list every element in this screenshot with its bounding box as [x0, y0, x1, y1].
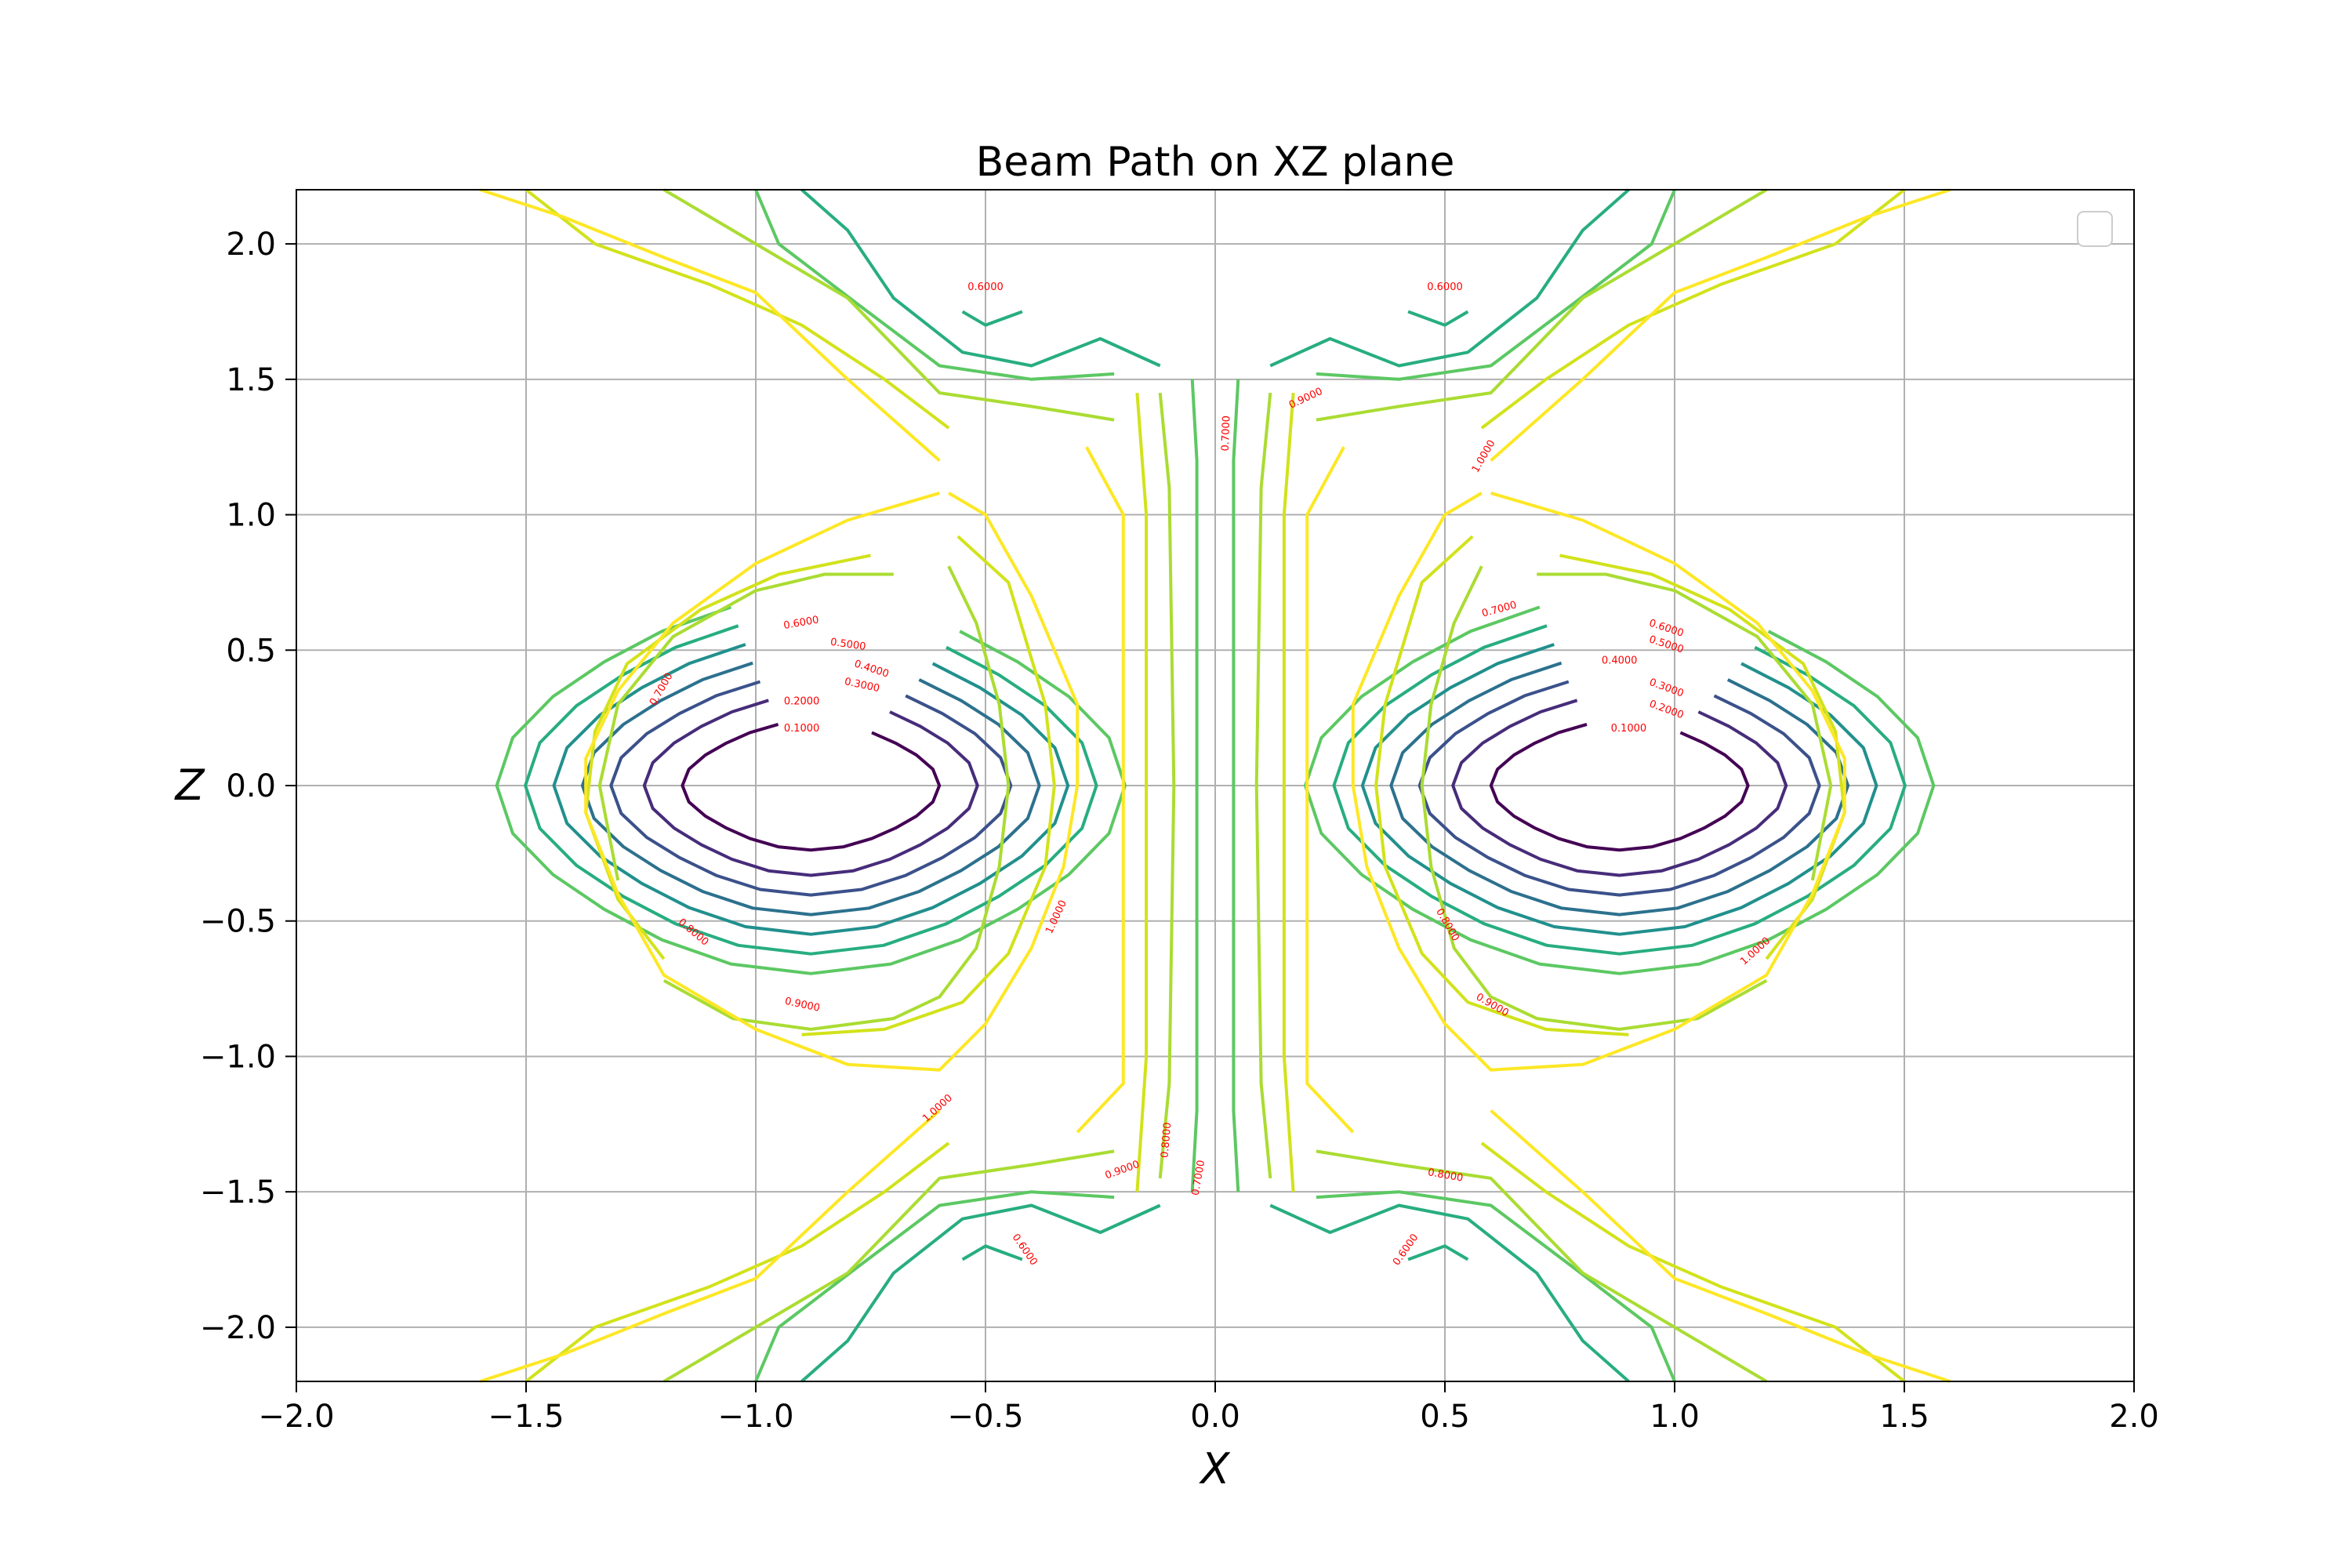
x-tick-label: 1.5 [1879, 1399, 1929, 1435]
x-tick-label: 0.0 [1190, 1399, 1240, 1435]
contour-label: 0.2000 [784, 695, 820, 707]
contour-0.8-central-right [1254, 392, 1272, 1179]
contour-0.8-lobe-right [1537, 572, 1833, 881]
contour-0.9-top-right [1480, 188, 1906, 430]
contour-0.7-central-right [1232, 379, 1240, 1192]
contour-0.9-lobe-right [1559, 554, 1846, 960]
contour-1.0-bottom-left [479, 1109, 941, 1383]
contour-0.9-top-left [524, 188, 950, 430]
contour-0.9-lobe-right [1374, 535, 1629, 1036]
contour-0.6-arc-bottom-left [961, 1244, 1023, 1261]
contour-0.6-well-right [1332, 624, 1907, 956]
contour-1.0-central-left [1076, 446, 1125, 1134]
contour-0.1-well-right [1489, 722, 1750, 852]
x-tick-label: −1.5 [488, 1399, 564, 1435]
contour-0.7-bottom-left [754, 1190, 1115, 1382]
contour-0.6-bottom-right [1269, 1203, 1630, 1383]
contour-0.2-well-right [1451, 699, 1788, 877]
contour-label: 0.4000 [1602, 655, 1638, 667]
contour-1.0-central-right [1305, 446, 1355, 1134]
contour-0.5-well-left [552, 643, 1070, 936]
contour-label: 0.1000 [1611, 723, 1647, 735]
contour-0.8-top-left [662, 188, 1115, 422]
contour-label: 0.7000 [1220, 416, 1233, 452]
contour-1.0-lobe-right [1351, 491, 1846, 1072]
contour-0.9-lobe-left [584, 554, 871, 960]
x-tick-label: 0.5 [1420, 1399, 1470, 1435]
y-tick-label: 1.5 [226, 362, 276, 398]
contour-label: 0.8000 [1159, 1122, 1174, 1159]
contour-0.6-top-right [1269, 188, 1630, 368]
y-tick-label: −1.5 [200, 1174, 276, 1210]
contour-0.6-top-left [800, 188, 1161, 368]
contour-0.6-bottom-left [800, 1203, 1161, 1383]
y-tick-label: −0.5 [200, 904, 276, 940]
contour-0.7-well-left [495, 605, 1127, 975]
contour-0.8-lobe-right [1420, 565, 1768, 1031]
contour-1.0-top-left [479, 188, 941, 462]
contour-label: 0.6000 [967, 281, 1004, 293]
contour-1.0-top-right [1490, 188, 1951, 462]
x-tick-label: −1.0 [717, 1399, 793, 1435]
y-tick-label: 0.0 [226, 768, 276, 804]
y-tick-label: 1.0 [226, 498, 276, 534]
y-tick-label: 2.0 [226, 227, 276, 263]
contour-0.6-arc-bottom-right [1407, 1244, 1469, 1261]
contour-0.9-central-right [1282, 392, 1295, 1192]
contour-0.6-well-left [524, 624, 1098, 956]
contour-0.8-central-left [1158, 392, 1176, 1179]
contour-0.8-bottom-left [662, 1149, 1115, 1383]
chart-title: Beam Path on XZ plane [976, 139, 1455, 186]
contour-0.7-top-left [754, 189, 1115, 381]
contour-0.2-well-left [642, 699, 979, 877]
x-axis-label: X [1199, 1444, 1231, 1494]
contour-0.8-lobe-left [662, 565, 1011, 1031]
contour-0.7-top-right [1316, 189, 1676, 381]
y-tick-label: −2.0 [200, 1310, 276, 1346]
contour-0.5-well-right [1360, 643, 1878, 936]
contour-0.9-lobe-left [801, 535, 1056, 1036]
contour-lines [479, 188, 1951, 1383]
x-tick-label: 1.0 [1650, 1399, 1700, 1435]
legend-box [2077, 211, 2113, 247]
x-tick-label: −2.0 [258, 1399, 334, 1435]
contour-0.8-lobe-left [597, 572, 894, 881]
contour-0.8-top-right [1316, 188, 1768, 422]
contour-0.4-well-right [1389, 661, 1850, 916]
contour-label: 0.1000 [784, 723, 820, 735]
contour-1.0-bottom-right [1490, 1109, 1951, 1383]
contour-label: 0.6000 [1427, 281, 1463, 293]
contour-0.1-well-left [681, 722, 942, 852]
contour-0.9-bottom-right [1480, 1142, 1906, 1383]
contour-0.8-bottom-right [1316, 1149, 1768, 1383]
x-tick-label: −0.5 [947, 1399, 1023, 1435]
contour-1.0-lobe-left [584, 491, 1080, 1072]
contour-0.6-arc-top-right [1407, 310, 1469, 327]
axis-ticks: −2.0 −1.5 −1.0 −0.5 0.0 0.5 1.0 1.5 2.0 −2.0 −1.5 −… [200, 227, 2159, 1435]
contour-0.7-central-left [1190, 379, 1199, 1192]
contour-0.6-arc-top-left [961, 310, 1023, 327]
y-axis-label: Z [174, 760, 205, 810]
contour-0.7-bottom-right [1316, 1190, 1676, 1382]
contour-0.9-bottom-left [524, 1142, 950, 1383]
contour-0.7-well-right [1304, 605, 1936, 975]
contour-label: 0.5000 [829, 637, 866, 653]
contour-0.3-well-right [1417, 680, 1821, 897]
x-tick-label: 2.0 [2109, 1399, 2159, 1435]
y-tick-label: −1.0 [200, 1039, 276, 1075]
grid-lines [296, 190, 2135, 1381]
contour-0.9-central-left [1135, 392, 1149, 1192]
y-tick-label: 0.5 [226, 633, 276, 669]
